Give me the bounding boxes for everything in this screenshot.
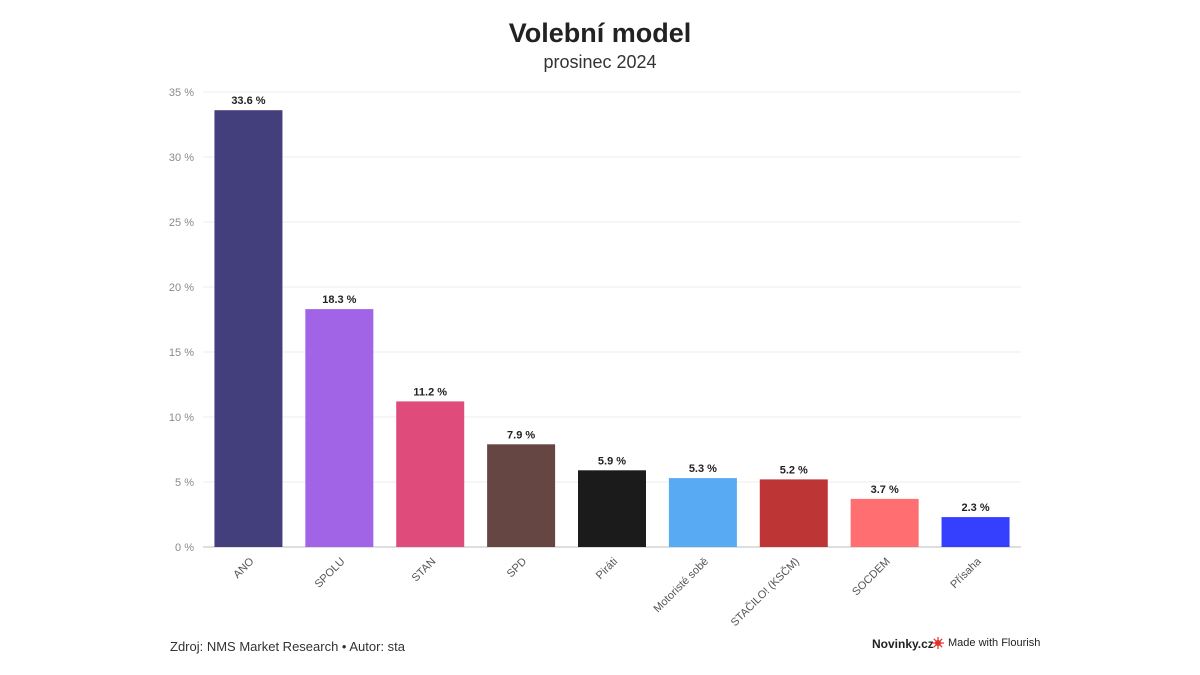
y-tick-label: 30 %	[169, 152, 194, 164]
y-tick-label: 15 %	[169, 347, 194, 359]
y-tick-label: 20 %	[169, 282, 194, 294]
y-tick-label: 0 %	[175, 542, 194, 554]
made-with-flourish-link[interactable]: Made with Flourish	[932, 637, 1040, 649]
made-with-flourish-label: Made with Flourish	[948, 637, 1041, 649]
x-tick-label: Motoristé sobě	[652, 556, 712, 616]
brand-logo[interactable]: Novinky.cz	[872, 637, 934, 651]
data-label: 3.7 %	[871, 484, 899, 496]
bar	[668, 478, 737, 547]
source-note: Zdroj: NMS Market Research • Autor: sta	[170, 639, 406, 654]
chart-title: Volební model	[508, 18, 692, 48]
x-tick-label: SOCDEM	[850, 556, 893, 599]
y-tick-label: 10 %	[169, 412, 194, 424]
y-tick-label: 5 %	[175, 477, 194, 489]
bar	[305, 309, 374, 547]
chart-subtitle: prosinec 2024	[543, 52, 657, 72]
x-tick-label: Přísaha	[948, 555, 984, 591]
data-label: 2.3 %	[961, 502, 989, 514]
x-tick-label: SPD	[505, 556, 530, 581]
bar	[214, 110, 283, 547]
bar	[941, 517, 1010, 547]
x-tick-label: SPOLU	[313, 556, 348, 591]
x-tick-label: Piráti	[594, 556, 620, 582]
x-tick-label: ANO	[231, 555, 257, 581]
bar	[487, 444, 556, 547]
y-tick-label: 35 %	[169, 87, 194, 99]
y-tick-label: 25 %	[169, 217, 194, 229]
flourish-icon	[932, 637, 944, 649]
x-tick-label: STAČILO! (KSČM)	[728, 555, 802, 629]
bar	[850, 498, 919, 547]
data-label: 7.9 %	[507, 429, 535, 441]
bar	[578, 470, 646, 547]
bar	[396, 401, 465, 547]
data-label: 18.3 %	[322, 294, 356, 306]
x-tick-label: STAN	[410, 556, 439, 585]
bar	[759, 479, 828, 547]
data-label: 11.2 %	[413, 386, 447, 398]
data-label: 5.9 %	[598, 455, 626, 467]
data-label: 5.3 %	[689, 463, 717, 475]
data-label: 5.2 %	[780, 464, 808, 476]
data-label: 33.6 %	[231, 95, 265, 107]
